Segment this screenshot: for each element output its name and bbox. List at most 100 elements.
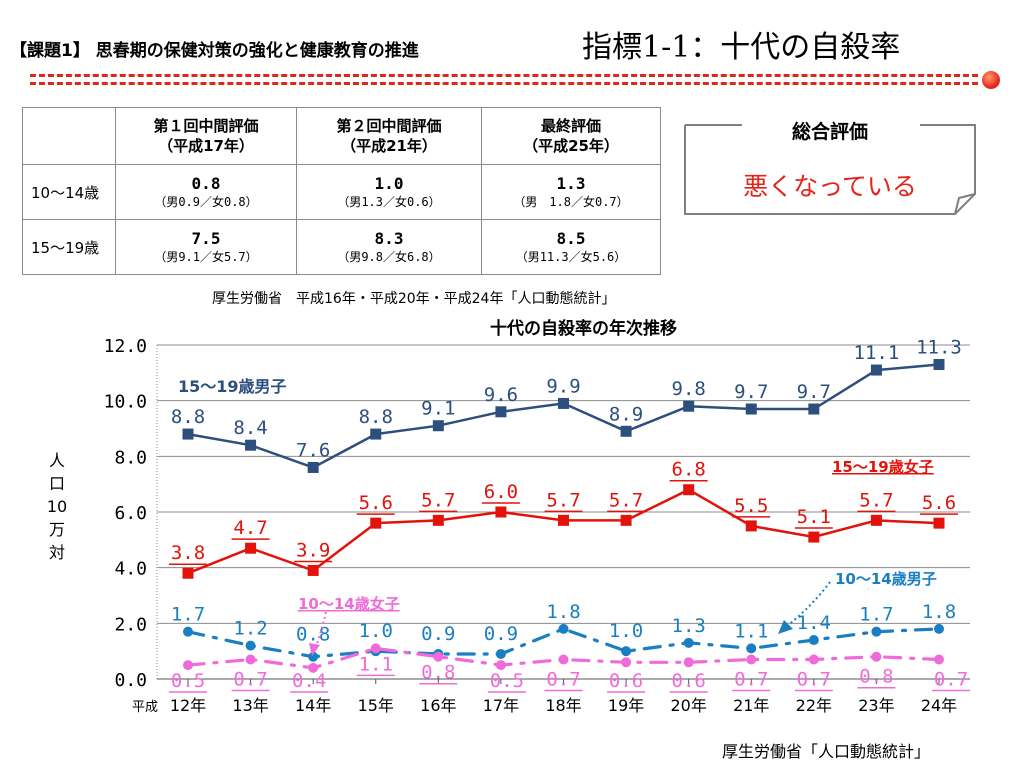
x-tick-label: 22年	[796, 696, 832, 715]
data-label: 0.5	[171, 670, 205, 692]
data-point	[495, 660, 506, 671]
data-label: 1.0	[359, 620, 393, 642]
x-tick-label: 16年	[420, 696, 456, 715]
data-label: 0.4	[292, 670, 326, 692]
data-label: 5.5	[734, 495, 768, 517]
data-point	[370, 517, 382, 529]
data-point	[182, 567, 194, 579]
data-label: 11.1	[854, 342, 900, 364]
data-label: 5.7	[421, 489, 455, 511]
data-label: 9.7	[734, 381, 768, 403]
data-point	[808, 635, 819, 646]
table-cell: 7.5 （男9.1／女5.7）	[115, 219, 297, 275]
data-label: 6.8	[672, 459, 706, 481]
evaluation-title: 総合評価	[791, 121, 868, 143]
data-point	[182, 428, 194, 440]
cell-detail: （男1.3／女0.6）	[337, 195, 441, 209]
callout-arrow	[785, 581, 831, 628]
y-tick-label: 0.0	[114, 670, 147, 691]
data-label: 0.7	[797, 669, 831, 691]
data-point	[745, 403, 757, 415]
data-point	[934, 623, 944, 634]
data-point	[808, 654, 819, 665]
data-label: 9.7	[797, 381, 831, 403]
data-point	[558, 654, 569, 665]
data-point	[495, 406, 507, 418]
data-point	[370, 643, 381, 654]
data-label: 0.9	[484, 623, 518, 645]
data-label: 9.1	[421, 398, 455, 420]
data-point	[245, 640, 256, 651]
data-label: 5.6	[359, 492, 393, 514]
data-point	[808, 403, 820, 415]
data-point	[621, 657, 632, 668]
data-point	[870, 364, 882, 376]
y-tick-label: 12.0	[104, 336, 147, 357]
cell-value: 8.3	[374, 229, 404, 248]
data-label: 0.7	[546, 669, 580, 691]
data-point	[307, 564, 319, 576]
data-label: 0.9	[421, 623, 455, 645]
data-point	[808, 531, 820, 543]
table-header-cell: 第２回中間評価 （平成21年）	[296, 107, 482, 165]
series-label: 15～19歳男子	[178, 377, 287, 396]
header-title: 【課題1】 思春期の保健対策の強化と健康教育の推進	[10, 41, 419, 61]
data-label: 0.7	[734, 669, 768, 691]
cell-value: 1.0	[374, 174, 404, 193]
data-label: 1.1	[734, 620, 768, 642]
header-line: （平成17年）	[158, 137, 254, 155]
indicator-title: 指標1-1：十代の自殺率	[582, 30, 901, 65]
data-label: 3.9	[296, 539, 330, 561]
callout-arrowhead	[309, 643, 320, 656]
y-tick-label: 4.0	[114, 559, 147, 580]
y-tick-label: 8.0	[114, 447, 147, 468]
x-tick-label: 19年	[608, 696, 644, 715]
data-point	[432, 514, 444, 526]
x-tick-label: 23年	[858, 696, 894, 715]
data-point	[621, 646, 632, 657]
cell-detail: （男 1.8／女0.7）	[513, 195, 629, 209]
x-tick-label: 20年	[670, 696, 706, 715]
chart-title: 十代の自殺率の年次推移	[490, 318, 677, 339]
y-axis-label: 10	[47, 497, 67, 516]
chart-source-note: 厚生労働省「人口動態統計」	[722, 742, 931, 761]
y-axis-label: 万	[49, 520, 65, 539]
note-frame	[684, 124, 976, 215]
data-label: 1.0	[609, 620, 643, 642]
header-line: （平成21年）	[341, 137, 437, 155]
data-label: 1.7	[859, 604, 893, 626]
data-label: 9.9	[546, 375, 580, 397]
y-tick-label: 6.0	[114, 503, 147, 524]
data-label: 1.4	[797, 612, 831, 634]
series-label: 10～14歳男子	[835, 570, 937, 588]
series-label: 15～19歳女子	[832, 458, 934, 476]
data-label: 1.3	[672, 615, 706, 637]
table-header-cell	[22, 107, 116, 165]
data-point	[620, 514, 632, 526]
y-axis-label: 人	[49, 451, 65, 470]
y-tick-label: 2.0	[114, 614, 147, 635]
data-point	[245, 654, 256, 665]
data-label: 1.7	[171, 604, 205, 626]
data-label: 5.6	[922, 492, 956, 514]
data-label: 3.8	[171, 542, 205, 564]
cell-value: 0.8	[191, 174, 221, 193]
y-tick-label: 10.0	[104, 392, 147, 413]
overall-evaluation-box: 総合評価 悪くなっている	[684, 111, 976, 215]
table-cell: 1.3 （男 1.8／女0.7）	[481, 164, 661, 220]
table-cell: 0.8 （男0.9／女0.8）	[115, 164, 297, 220]
x-tick-label: 14年	[295, 696, 331, 715]
data-label: 0.5	[490, 670, 524, 692]
cell-detail: （男11.3／女5.6）	[515, 250, 627, 264]
data-label: 0.6	[672, 670, 706, 692]
data-point	[558, 514, 569, 526]
data-point	[183, 660, 193, 671]
data-label: 5.7	[609, 489, 643, 511]
cell-value: 7.5	[191, 229, 221, 248]
data-label: 1.8	[922, 601, 956, 623]
data-point	[620, 425, 632, 437]
data-point	[683, 484, 695, 496]
data-label: 1.2	[233, 618, 267, 640]
data-point	[433, 651, 444, 662]
data-label: 8.8	[359, 406, 393, 428]
